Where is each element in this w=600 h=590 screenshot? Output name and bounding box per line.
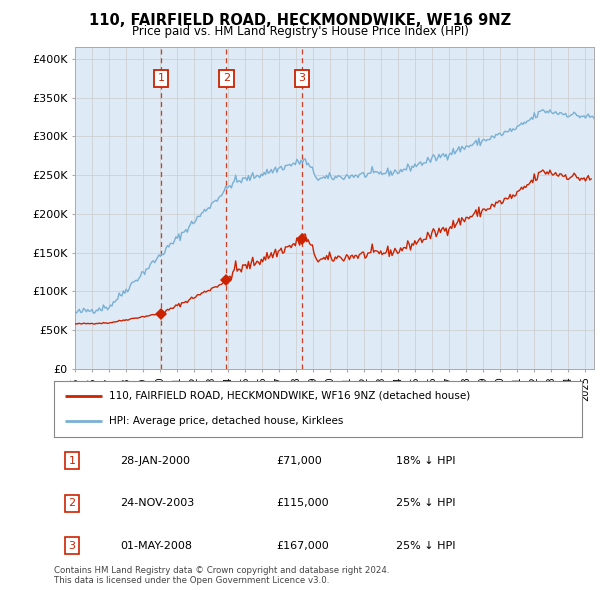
Text: 110, FAIRFIELD ROAD, HECKMONDWIKE, WF16 9NZ: 110, FAIRFIELD ROAD, HECKMONDWIKE, WF16 … <box>89 13 511 28</box>
Text: 25% ↓ HPI: 25% ↓ HPI <box>396 541 455 550</box>
Text: 3: 3 <box>68 541 76 550</box>
Text: Contains HM Land Registry data © Crown copyright and database right 2024.
This d: Contains HM Land Registry data © Crown c… <box>54 566 389 585</box>
Text: 2: 2 <box>68 499 76 508</box>
Text: 18% ↓ HPI: 18% ↓ HPI <box>396 456 455 466</box>
Text: 28-JAN-2000: 28-JAN-2000 <box>120 456 190 466</box>
Text: £115,000: £115,000 <box>276 499 329 508</box>
Text: 1: 1 <box>158 73 165 83</box>
Text: Price paid vs. HM Land Registry's House Price Index (HPI): Price paid vs. HM Land Registry's House … <box>131 25 469 38</box>
Text: 24-NOV-2003: 24-NOV-2003 <box>120 499 194 508</box>
Text: 2: 2 <box>223 73 230 83</box>
Text: 110, FAIRFIELD ROAD, HECKMONDWIKE, WF16 9NZ (detached house): 110, FAIRFIELD ROAD, HECKMONDWIKE, WF16 … <box>109 391 470 401</box>
Text: £71,000: £71,000 <box>276 456 322 466</box>
Text: 01-MAY-2008: 01-MAY-2008 <box>120 541 192 550</box>
Text: 1: 1 <box>68 456 76 466</box>
Text: £167,000: £167,000 <box>276 541 329 550</box>
Text: HPI: Average price, detached house, Kirklees: HPI: Average price, detached house, Kirk… <box>109 417 344 427</box>
Text: 25% ↓ HPI: 25% ↓ HPI <box>396 499 455 508</box>
Text: 3: 3 <box>298 73 305 83</box>
